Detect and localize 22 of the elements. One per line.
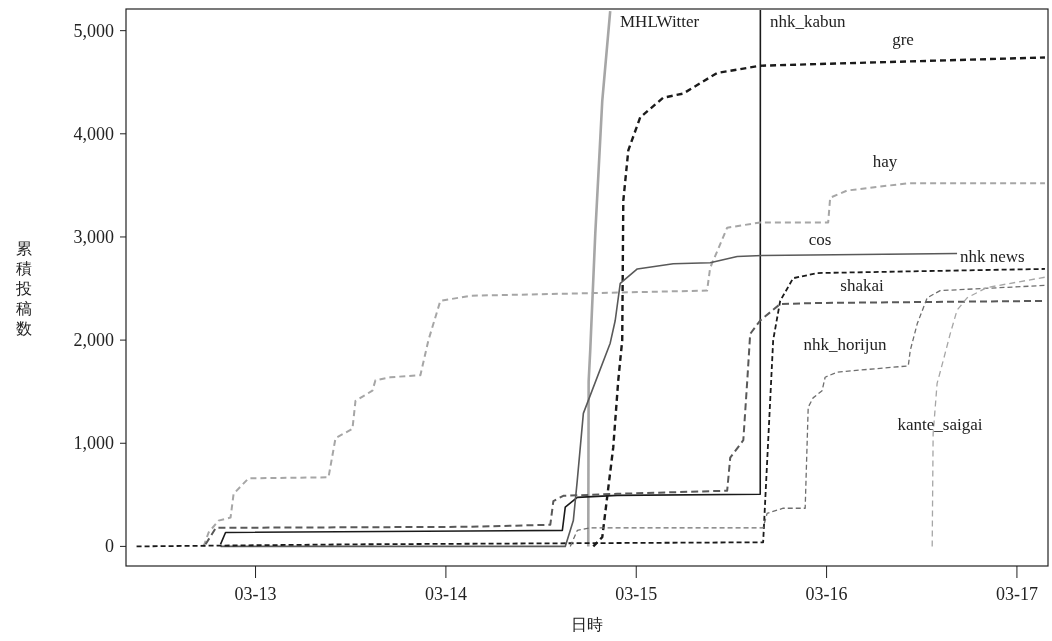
y-axis-title: 累積投稿数	[15, 238, 32, 338]
y-tick-label: 5,000	[73, 20, 114, 41]
series-label: MHLWitter	[620, 12, 700, 31]
x-tick-label: 03-14	[424, 584, 467, 604]
x-axis-title: 日時	[571, 615, 603, 634]
series-label: cos	[808, 230, 832, 249]
series-label: hay	[872, 152, 898, 171]
x-tick-label: 03-13	[234, 584, 277, 604]
series-label: nhk_horijun	[803, 335, 888, 354]
series-label: kante_saigai	[897, 415, 983, 434]
x-tick-label: 03-17	[995, 584, 1038, 604]
y-tick-label: 3,000	[73, 226, 114, 247]
y-tick-label: 1,000	[73, 433, 114, 454]
y-tick-label: 0	[105, 536, 114, 557]
series-label: shakai	[840, 276, 884, 295]
y-tick-label: 2,000	[73, 330, 114, 351]
series-label: nhk news	[960, 247, 1025, 266]
y-tick-label: 4,000	[73, 123, 114, 144]
series-label: gre	[892, 30, 914, 49]
x-tick-label: 03-15	[615, 584, 658, 604]
x-tick-label: 03-16	[805, 584, 848, 604]
series-label: nhk_kabun	[770, 12, 847, 31]
